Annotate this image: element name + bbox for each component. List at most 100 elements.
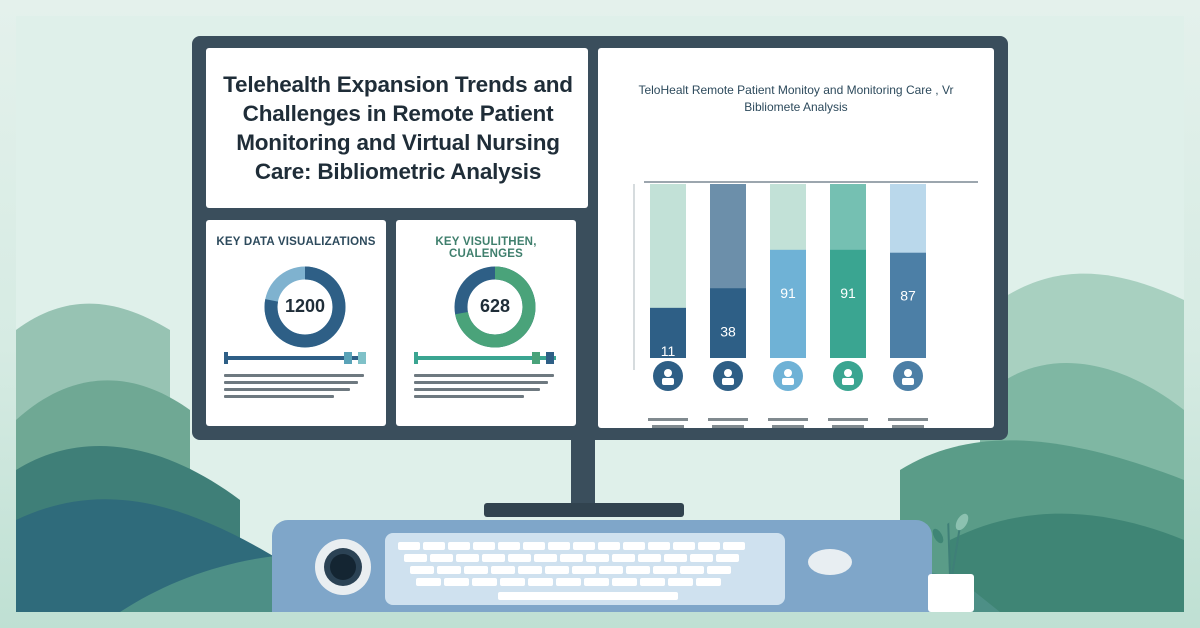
keyboard-key [398,542,420,550]
keyboard-key [638,554,661,562]
keyboard-key [508,554,531,562]
keyboard-key [491,566,515,574]
plant-pot [928,574,974,612]
icon-head [904,369,912,377]
keyboard-key [623,542,645,550]
keyboard-key [430,554,453,562]
keyboard-key [598,542,620,550]
monitor-stand-base [484,503,684,517]
keyboard-key [664,554,687,562]
icon-body [722,378,734,385]
keyboard-key [500,578,525,586]
keyboard-key [612,554,635,562]
keyboard-key [680,566,704,574]
keyboard-key [599,566,623,574]
cup-coffee [330,554,356,580]
title-panel: Telehealth Expansion Trends and Challeng… [206,48,588,208]
caption-line [708,418,748,421]
bar [890,252,926,358]
keyboard-key [556,578,581,586]
keyboard-key [698,542,720,550]
space-bar [498,592,678,600]
keyboard-key [572,566,596,574]
icon-head [664,369,672,377]
bar-value-label: 11 [661,343,676,359]
keyboard-key [437,566,461,574]
bar [770,249,806,358]
monitor: Telehealth Expansion Trends and Challeng… [192,36,1008,440]
icon-head [784,369,792,377]
keyboard-key [548,542,570,550]
keyboard-key [456,554,479,562]
card-heading: KEY DATA VISUALIZATIONS [216,236,376,248]
caption-line [652,425,684,428]
keyboard-key [410,566,434,574]
card-key-data: KEY DATA VISUALIZATIONS 1200 [206,220,386,426]
bar-chart: 11 38 91 91 87 [633,181,978,428]
keyboard-key [584,578,609,586]
bar [650,307,686,358]
icon-body [662,378,674,385]
icon-body [782,378,794,385]
keyboard-key [472,578,497,586]
keyboard-key [690,554,713,562]
segment-bar [224,352,366,364]
page-title: Telehealth Expansion Trends and Challeng… [223,72,573,184]
caption-line [648,418,688,421]
caption-line [712,425,744,428]
card-heading: KEY VISULITHEN, CUALENGES [435,236,537,260]
keyboard-key [464,566,488,574]
icon-head [844,369,852,377]
caption-line [832,425,864,428]
keyboard-key [696,578,721,586]
bar-value-label: 91 [780,285,796,301]
keyboard-key [668,578,693,586]
keyboard-key [473,542,495,550]
placeholder-text [224,370,374,398]
bar-value-label: 91 [840,285,856,301]
keyboard-key [716,554,739,562]
keyboard-key [573,542,595,550]
caption-line [828,418,868,421]
keyboard-key [586,554,609,562]
icon-head [724,369,732,377]
keyboard-key [528,578,553,586]
caption-line [888,418,928,421]
keyboard-key [626,566,650,574]
plant-icon [932,504,969,576]
caption-line [768,418,808,421]
keyboard-key [523,542,545,550]
donut-value: 628 [479,296,511,316]
keyboard-key [673,542,695,550]
keyboard-key [545,566,569,574]
keyboard-key [560,554,583,562]
donut-chart [264,266,346,348]
keyboard-key [707,566,731,574]
caption-line [892,425,924,428]
keyboard-key [640,578,665,586]
bar-value-label: 87 [900,288,916,304]
keyboard-key [498,542,520,550]
chart-panel: TeloHealt Remote Patient Monitoy and Mon… [598,48,994,428]
monitor-stand [571,440,595,508]
keyboard-key [648,542,670,550]
chart-title: TeloHealt Remote Patient Monitoy and Mon… [638,83,954,114]
keyboard-key [448,542,470,550]
placeholder-text [414,370,564,398]
bar [710,288,746,358]
icon-body [902,378,914,385]
bar [830,249,866,358]
keyboard-key [653,566,677,574]
donut-chart [454,266,536,348]
segment-bar [414,352,556,364]
keyboard-key [534,554,557,562]
card-key-challenges: KEY VISULITHEN, CUALENGES 628 [396,220,576,426]
keyboard-key [482,554,505,562]
keyboard-key [416,578,441,586]
keyboard-key [518,566,542,574]
keyboard-key [404,554,427,562]
donut-value: 1200 [284,296,326,316]
mouse-icon [808,549,852,575]
keyboard-key [612,578,637,586]
